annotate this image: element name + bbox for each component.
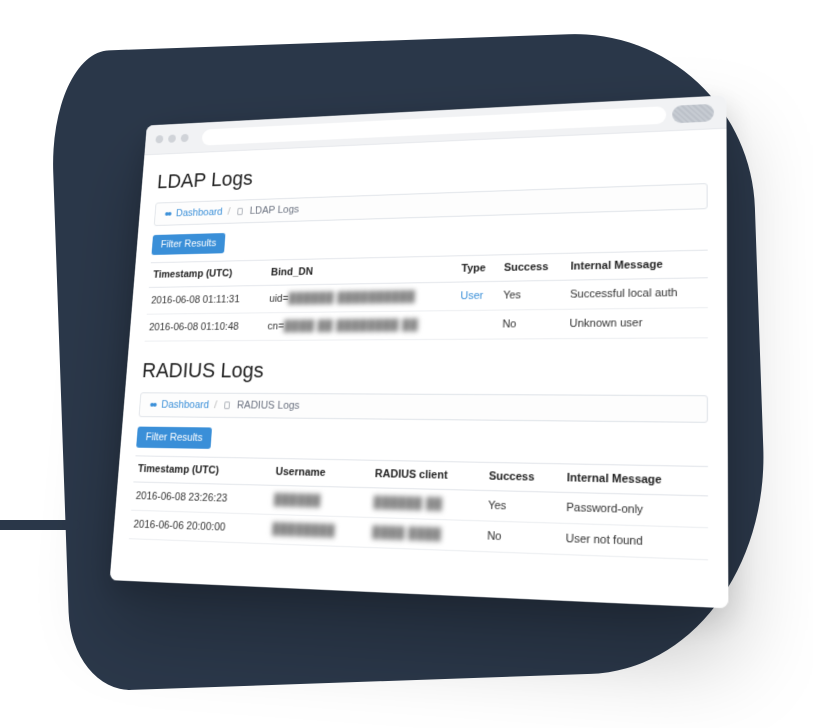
bind-dn-prefix: uid=: [269, 293, 289, 305]
cell-message: User not found: [561, 523, 708, 560]
cell-success: Yes: [499, 280, 567, 310]
breadcrumb-current-label: LDAP Logs: [249, 204, 299, 217]
browser-window: LDAP Logs Dashboard / LDAP Logs Filter R…: [110, 95, 729, 608]
traffic-light-minimize-icon[interactable]: [168, 134, 176, 142]
breadcrumb-current-label: RADIUS Logs: [236, 400, 299, 412]
cell-timestamp: 2016-06-06 20:00:00: [129, 510, 269, 544]
cell-success: No: [483, 521, 562, 555]
breadcrumb-home-link[interactable]: Dashboard: [164, 207, 223, 220]
cell-message: Successful local auth: [566, 278, 708, 310]
username-redacted: ██████: [274, 494, 321, 507]
cell-username: ██████: [269, 485, 370, 517]
traffic-light-close-icon[interactable]: [155, 135, 163, 143]
breadcrumb-home-link[interactable]: Dashboard: [149, 399, 210, 411]
cell-message: Password-only: [562, 492, 708, 527]
cell-client: ██████ ██: [369, 488, 484, 521]
col-timestamp: Timestamp (UTC): [149, 260, 268, 287]
breadcrumb-separator: /: [214, 399, 218, 411]
col-success: Success: [500, 253, 567, 281]
breadcrumb-home-label: Dashboard: [161, 399, 209, 411]
dashboard-icon: [149, 400, 158, 410]
username-redacted: ████████: [272, 523, 336, 537]
cell-success: No: [498, 309, 566, 339]
col-username: Username: [271, 458, 372, 487]
document-icon: [222, 400, 232, 410]
client-redacted: ██████ ██: [373, 496, 442, 510]
cell-timestamp: 2016-06-08 01:11:31: [147, 285, 267, 314]
cell-client: ████ ████: [368, 517, 484, 551]
bind-dn-prefix: cn=: [267, 321, 284, 333]
client-redacted: ████ ████: [372, 526, 442, 541]
breadcrumb-home-label: Dashboard: [176, 207, 223, 219]
cell-bind-dn: uid=██████ ██████████: [265, 282, 457, 313]
type-link[interactable]: User: [460, 290, 483, 302]
page-content: LDAP Logs Dashboard / LDAP Logs Filter R…: [110, 129, 729, 609]
dashboard-icon: [164, 209, 173, 218]
col-radius-client: RADIUS client: [370, 460, 485, 490]
cell-message: Unknown user: [565, 308, 708, 339]
toolbar-action-icon[interactable]: [672, 103, 714, 123]
background-accent-bar: [0, 520, 80, 530]
cell-bind-dn: cn=████ ██ ████████ ██: [263, 311, 456, 341]
radius-logs-section: RADIUS Logs Dashboard / RADIUS Logs Filt…: [129, 357, 708, 560]
ldap-logs-table: Timestamp (UTC) Bind_DN Type Success Int…: [145, 250, 708, 342]
col-type: Type: [457, 255, 500, 282]
filter-results-button[interactable]: Filter Results: [136, 427, 212, 449]
ldap-logs-section: LDAP Logs Dashboard / LDAP Logs Filter R…: [145, 147, 708, 341]
cell-type: User: [456, 281, 499, 310]
cell-success: Yes: [483, 490, 562, 523]
cell-type: [455, 310, 499, 339]
cell-username: ████████: [268, 514, 370, 547]
col-internal-message: Internal Message: [566, 250, 707, 280]
table-row: 2016-06-08 01:10:48 cn=████ ██ ████████ …: [145, 308, 708, 342]
traffic-light-zoom-icon[interactable]: [181, 134, 189, 142]
breadcrumb-separator: /: [227, 206, 230, 217]
radius-title: RADIUS Logs: [141, 357, 708, 384]
cell-timestamp: 2016-06-08 23:26:23: [131, 482, 271, 514]
col-timestamp: Timestamp (UTC): [133, 456, 272, 485]
document-icon: [235, 207, 244, 216]
breadcrumb: Dashboard / RADIUS Logs: [139, 392, 708, 423]
bind-dn-redacted: ████ ██ ████████ ██: [284, 319, 419, 332]
radius-logs-table: Timestamp (UTC) Username RADIUS client S…: [129, 455, 708, 560]
filter-results-button[interactable]: Filter Results: [151, 233, 225, 255]
bind-dn-redacted: ██████ ██████████: [288, 291, 416, 304]
col-internal-message: Internal Message: [562, 464, 708, 496]
col-success: Success: [484, 462, 563, 492]
col-bind-dn: Bind_DN: [267, 256, 458, 286]
cell-timestamp: 2016-06-08 01:10:48: [145, 313, 265, 341]
